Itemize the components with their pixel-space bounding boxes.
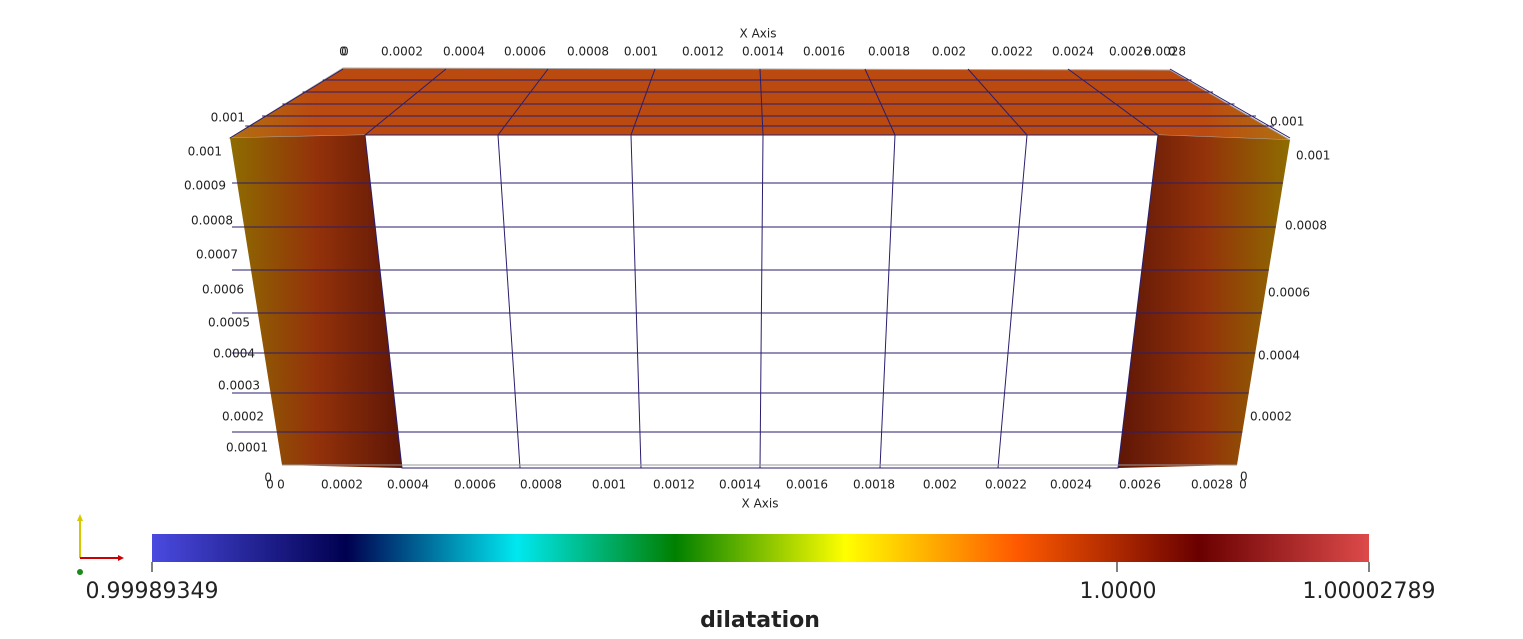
- mesh-line: [759, 134, 764, 469]
- y-tick-label: 0.0005: [208, 316, 250, 330]
- x-tick-label: 0.0002: [321, 478, 363, 492]
- x-tick-label: 0.0022: [991, 45, 1033, 59]
- x-tick-label: 0: [339, 45, 347, 59]
- y-tick-label: 0.0004: [213, 347, 255, 361]
- y-tick-label: 0.0006: [1268, 286, 1310, 300]
- y-tick-label: 0.0002: [1250, 410, 1292, 424]
- x-tick-label: 0.0026: [1119, 478, 1161, 492]
- y-tick-label: 0: [264, 471, 272, 485]
- color-bar-label: 1.0000: [1080, 579, 1157, 604]
- x-tick-label: 0.0022: [985, 478, 1027, 492]
- x-tick-label: 0: [277, 478, 285, 492]
- x-tick-label: 0: [341, 45, 349, 59]
- x-tick-label: 0.001: [592, 478, 626, 492]
- y-tick-label: 0.0006: [202, 283, 244, 297]
- mesh-line: [879, 134, 896, 469]
- x-tick-label: 0.0024: [1052, 45, 1094, 59]
- x-tick-label: 0.0026: [1109, 45, 1151, 59]
- y-tick-label: 0.0001: [226, 441, 268, 455]
- x-tick-label: 0.0008: [567, 45, 609, 59]
- y-tick-label: 0.001: [1270, 115, 1304, 129]
- y-tick-label: 0.0008: [191, 214, 233, 228]
- mesh-line: [630, 134, 642, 469]
- y-tick-label: 0.001: [1296, 149, 1330, 163]
- x-tick-label: 0.0028: [1144, 45, 1186, 59]
- y-tick-label: 0.001: [211, 111, 245, 125]
- x-tick-label: 0.0016: [786, 478, 828, 492]
- mesh-line: [997, 134, 1028, 469]
- x-tick-label: 0.002: [923, 478, 957, 492]
- y-tick-label: 0: [1240, 470, 1248, 484]
- x-tick-label: 0: [1239, 478, 1247, 492]
- x-tick-label: 0.0014: [719, 478, 761, 492]
- x-tick-label: 0.0004: [443, 45, 485, 59]
- axis-title: X Axis: [742, 497, 779, 511]
- y-tick-label: 0.0007: [196, 248, 238, 262]
- x-tick-label: 0.001: [624, 45, 658, 59]
- color-bar-label: 1.00002789: [1303, 579, 1436, 604]
- x-tick-label: 0.002: [932, 45, 966, 59]
- color-bar: [152, 534, 1369, 562]
- color-bar-label: 0.99989349: [86, 579, 219, 604]
- mesh-line: [497, 134, 521, 469]
- x-tick-label: 0.0006: [454, 478, 496, 492]
- x-tick-label: 0.0016: [803, 45, 845, 59]
- mesh: [228, 67, 1291, 469]
- x-tick-label: 0.0012: [682, 45, 724, 59]
- x-tick-label: 0.0018: [853, 478, 895, 492]
- color-bar-title: dilatation: [700, 608, 820, 633]
- x-tick-label: 0.0028: [1191, 478, 1233, 492]
- y-tick-label: 0.0009: [184, 179, 226, 193]
- y-tick-label: 0.001: [188, 145, 222, 159]
- x-tick-label: 0.0004: [387, 478, 429, 492]
- x-tick-label: 0.0002: [381, 45, 423, 59]
- orientation-axes: [77, 514, 124, 575]
- x-tick-label: 0.0014: [742, 45, 784, 59]
- x-tick-label: 0: [1168, 45, 1176, 59]
- x-tick-label: 0.0024: [1050, 478, 1092, 492]
- x-tick-label: 0.0006: [504, 45, 546, 59]
- x-tick-label: 0.0012: [653, 478, 695, 492]
- x-tick-label: 0: [266, 478, 274, 492]
- color-bar-ticks: [151, 562, 1370, 572]
- y-tick-label: 0.0004: [1258, 349, 1300, 363]
- y-tick-label: 0.0003: [218, 379, 260, 393]
- x-tick-label: 0.0008: [520, 478, 562, 492]
- x-tick-label: 0.0018: [868, 45, 910, 59]
- axis-title: X Axis: [740, 27, 777, 41]
- y-tick-label: 0.0002: [222, 410, 264, 424]
- y-tick-label: 0.0008: [1285, 219, 1327, 233]
